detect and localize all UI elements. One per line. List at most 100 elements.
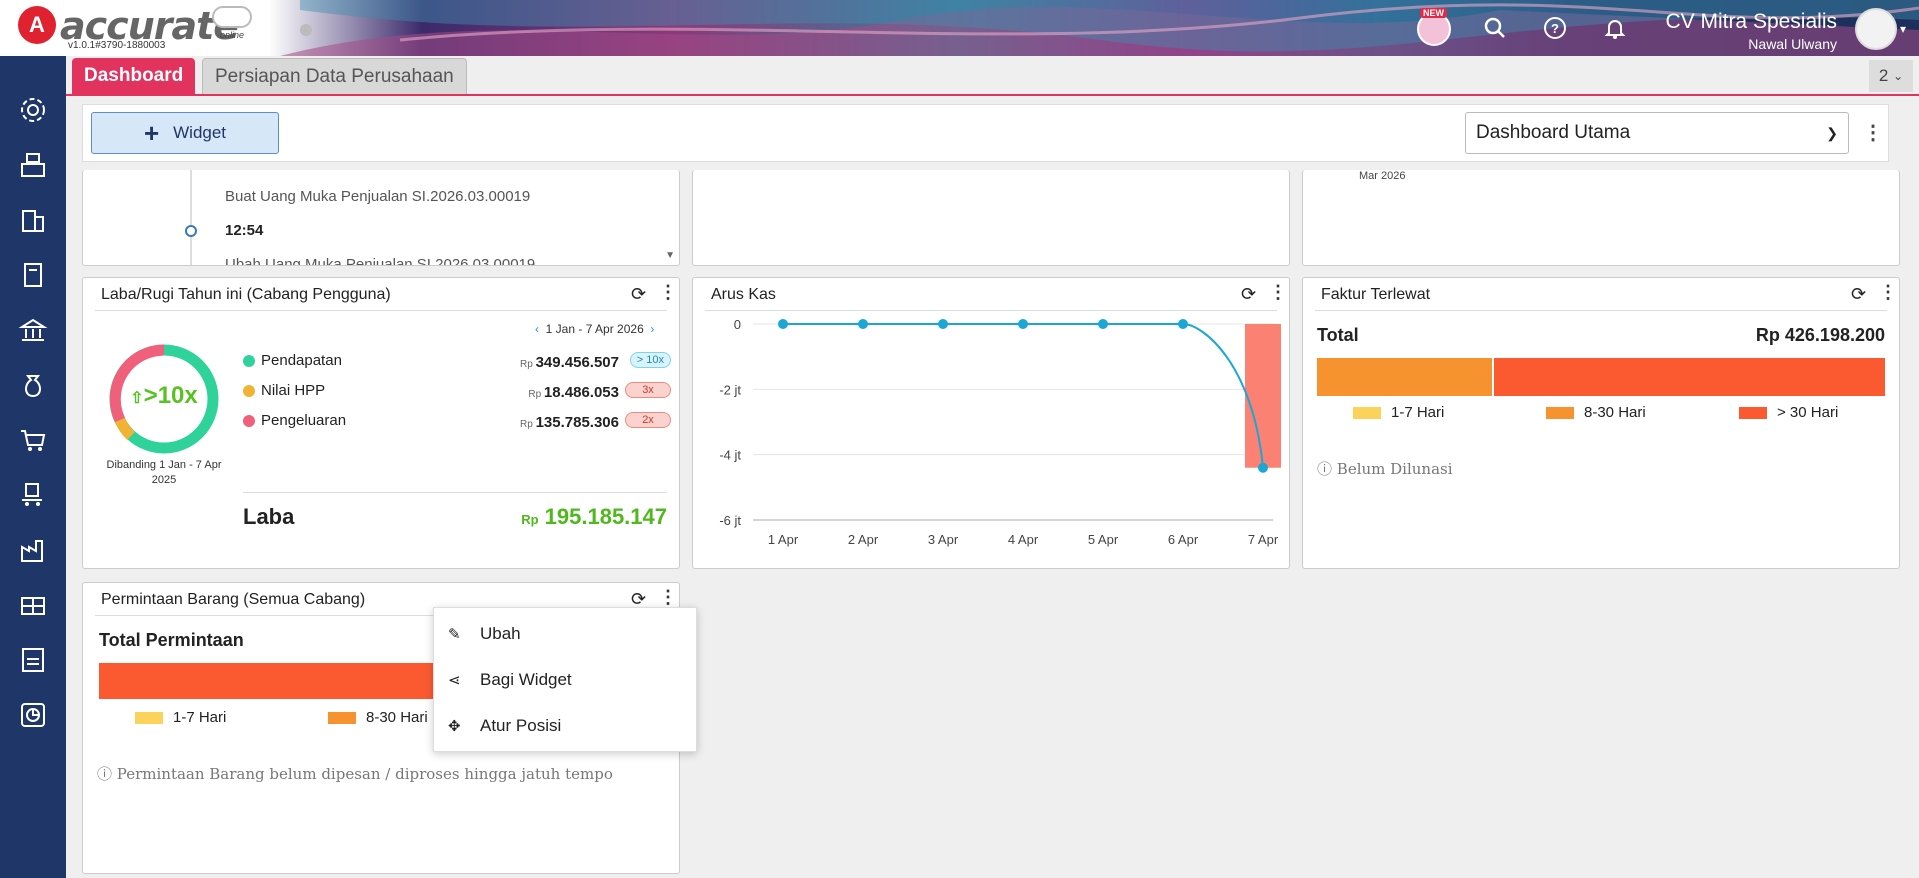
chevron-left-icon[interactable]: ‹ — [535, 322, 539, 336]
row-value: 135.785.306 — [535, 414, 619, 431]
row-pengeluaran: Pengeluaran Rp 135.785.306 2x — [243, 412, 671, 431]
help-icon[interactable]: ? — [1539, 12, 1571, 44]
cash-point — [1098, 319, 1108, 329]
refresh-icon[interactable]: ⟳ — [1851, 284, 1867, 304]
total-value: Rp 426.198.200 — [1755, 325, 1885, 345]
activity-time: 12:54 — [225, 222, 264, 239]
factory-icon[interactable] — [16, 533, 50, 567]
note-text: Permintaan Barang belum dipesan / dipros… — [116, 765, 613, 783]
ledger-book-icon[interactable] — [16, 258, 50, 292]
total-label: Total Permintaan — [99, 630, 244, 650]
currency-label: Rp 18.486.053 — [528, 384, 619, 401]
activity-item: Ubah Uang Muka Penjualan SI.2026.03.0001… — [225, 256, 536, 266]
add-widget-label: Widget — [173, 123, 227, 142]
search-icon[interactable] — [1479, 12, 1511, 44]
legend-swatch — [1546, 407, 1574, 420]
menu-item-ubah[interactable]: ✎ Ubah — [448, 624, 521, 644]
divider — [95, 615, 667, 616]
faktur-terlewat-card: Faktur Terlewat ⟳ ⋮ Total Rp 426.198.200… — [1302, 277, 1900, 569]
menu-item-bagi-widget[interactable]: ⋖ Bagi Widget — [448, 670, 572, 690]
note-text: Belum Dilunasi — [1336, 460, 1453, 478]
refresh-icon[interactable]: ⟳ — [631, 589, 647, 609]
legend-swatch — [328, 712, 356, 725]
x-tick-label: 2 Apr — [848, 532, 879, 547]
legend-item: 1-7 Hari — [1353, 404, 1444, 421]
arus-kas-chart: 0 -2 jt -4 jt -6 jt 1 Apr 2 Apr 3 Apr 4 Apr 5 Ap… — [719, 317, 1281, 547]
activity-card: Buat Uang Muka Penjualan SI.2026.03.0001… — [82, 170, 680, 266]
user-avatar[interactable] — [1855, 8, 1897, 50]
bar-segment[interactable] — [1492, 358, 1885, 396]
refresh-icon[interactable]: ⟳ — [1241, 284, 1257, 304]
company-info[interactable]: CV Mitra Spesialis Nawal Ulwany — [1665, 10, 1837, 52]
cash-point — [1178, 319, 1188, 329]
divider — [1315, 310, 1887, 311]
divider — [705, 310, 1277, 311]
dashboard-select[interactable]: Dashboard Utama ❯ — [1465, 112, 1849, 154]
warehouse-icon[interactable] — [16, 588, 50, 622]
divider — [95, 310, 667, 311]
growth-badge: 3x — [625, 382, 671, 398]
aging-stacked-bar — [1317, 358, 1885, 396]
y-tick-label: -2 jt — [719, 382, 741, 397]
legend-item: 1-7 Hari — [135, 709, 226, 726]
divider — [243, 492, 667, 493]
x-tick-label: 4 Apr — [1008, 532, 1039, 547]
card-kebab-menu-icon[interactable]: ⋮ — [659, 282, 677, 302]
card-kebab-menu-icon[interactable]: ⋮ — [1269, 282, 1287, 302]
bell-icon[interactable] — [1599, 12, 1631, 44]
tab-persiapan-data-perusahaan[interactable]: Persiapan Data Perusahaan — [202, 58, 467, 94]
date-range-label: 1 Jan - 7 Apr 2026 — [545, 322, 644, 336]
row-label: Nilai HPP — [261, 382, 326, 399]
card-kebab-menu-icon[interactable]: ⋮ — [1879, 282, 1897, 302]
activity-item: Buat Uang Muka Penjualan SI.2026.03.0001… — [225, 188, 531, 205]
shopping-cart-icon[interactable] — [16, 423, 50, 457]
building-icon[interactable] — [16, 203, 50, 237]
share-icon: ⋖ — [448, 672, 461, 689]
bank-icon[interactable] — [16, 313, 50, 347]
laba-rugi-card: Laba/Rugi Tahun ini (Cabang Pengguna) ⟳ … — [82, 277, 680, 569]
logo-online-label: online — [220, 30, 245, 40]
comparison-donut — [109, 344, 219, 454]
tax-icon[interactable] — [16, 643, 50, 677]
open-tabs-dropdown[interactable]: 2 ⌄ — [1869, 60, 1913, 92]
legend-dot — [243, 385, 255, 398]
report-icon[interactable] — [16, 698, 50, 732]
donut-center-label: ⇧>10x — [105, 382, 223, 410]
bar-segment[interactable] — [1317, 358, 1493, 396]
dashboard-select-value: Dashboard Utama — [1476, 122, 1631, 143]
tab-dashboard[interactable]: Dashboard — [72, 58, 196, 94]
dashboard-toolbar: + Widget Dashboard Utama ❯ ⋮ — [82, 104, 1889, 162]
date-range-navigator[interactable]: ‹ 1 Jan - 7 Apr 2026 › — [535, 322, 654, 336]
row-value: 349.456.507 — [535, 354, 619, 371]
settings-icon[interactable] — [16, 93, 50, 127]
cash-register-icon[interactable] — [16, 148, 50, 182]
company-name: CV Mitra Spesialis — [1665, 10, 1837, 33]
refresh-icon[interactable]: ⟳ — [631, 284, 647, 304]
accurate-logo[interactable]: A accurate — [18, 6, 239, 46]
money-bag-icon[interactable] — [16, 368, 50, 402]
sidebar — [0, 56, 66, 878]
chevron-down-icon[interactable]: ▾ — [1900, 22, 1907, 36]
x-tick-label: 3 Apr — [928, 532, 959, 547]
x-tick-label: 6 Apr — [1168, 532, 1199, 547]
chevron-right-icon[interactable]: › — [650, 322, 655, 336]
scroll-down-arrow-icon[interactable]: ▼ — [665, 250, 675, 261]
menu-item-atur-posisi[interactable]: ✥ Atur Posisi — [448, 716, 561, 736]
tab-bar: Dashboard Persiapan Data Perusahaan 2 ⌄ — [66, 56, 1919, 96]
header-dot — [300, 24, 312, 36]
legend-dot — [243, 355, 255, 368]
row-label: Pendapatan — [261, 352, 342, 369]
card-title: Arus Kas — [711, 286, 776, 303]
row-nilai-hpp: Nilai HPP Rp 18.486.053 3x — [243, 382, 671, 401]
growth-badge: 2x — [625, 412, 671, 428]
toolbar-kebab-menu-icon[interactable]: ⋮ — [1863, 122, 1883, 144]
header-background-wave — [280, 0, 1919, 56]
inventory-cart-icon[interactable] — [16, 478, 50, 512]
cash-point — [858, 319, 868, 329]
cash-bar — [1245, 324, 1281, 468]
arus-kas-card: Arus Kas ⟳ ⋮ 0 -2 jt -4 jt -6 jt 1 Apr 2 Apr 3… — [692, 277, 1290, 569]
add-widget-button[interactable]: + Widget — [91, 112, 279, 154]
card-kebab-menu-icon[interactable]: ⋮ — [659, 587, 677, 607]
timeline-dot — [185, 225, 197, 237]
version-label: v1.0.1#3790-1880003 — [68, 40, 166, 51]
